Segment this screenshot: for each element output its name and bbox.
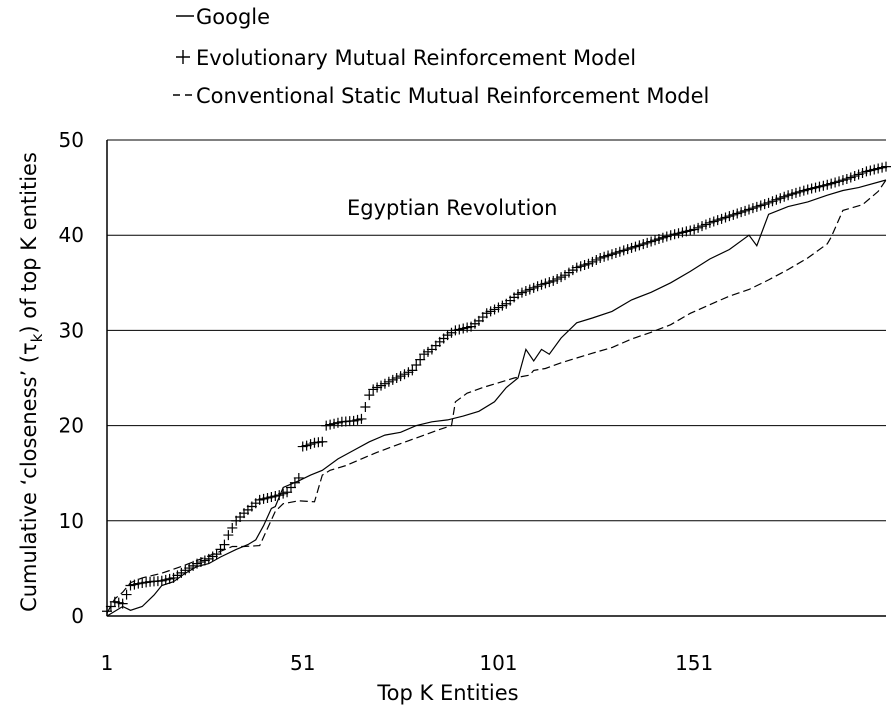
series-marker — [356, 413, 367, 424]
x-tick-label-1: 1 — [101, 651, 114, 675]
chart-annotation: Egyptian Revolution — [347, 196, 558, 220]
legend-swatch — [176, 50, 190, 64]
series-marker — [223, 530, 234, 541]
x-tick-label-101: 101 — [479, 651, 517, 675]
legend-label: Conventional Static Mutual Reinforcement… — [196, 84, 709, 108]
series-layer — [102, 161, 891, 617]
y-axis-title-part-2: ) of top K entities — [17, 152, 41, 334]
series-marker — [881, 161, 891, 172]
y-tick-label-50: 50 — [59, 128, 84, 152]
series-marker — [317, 436, 328, 447]
y-tick-label-30: 30 — [59, 318, 84, 342]
y-tick-label-40: 40 — [59, 223, 84, 247]
series-marker — [415, 354, 426, 365]
plot-area: Egyptian Revolution — [102, 139, 891, 617]
series-marker — [360, 402, 371, 413]
series-3 — [106, 179, 887, 614]
y-axis-title: Cumulative ‘closeness’ (τk) of top K ent… — [17, 152, 46, 612]
legend-label: Google — [196, 5, 270, 29]
series-1 — [106, 179, 887, 617]
series-marker — [219, 539, 230, 550]
legend-item-3: Conventional Static Mutual Reinforcement… — [173, 84, 709, 108]
series-marker — [364, 390, 375, 401]
legend: Google Evolutionary Mutual Reinforcement … — [173, 5, 709, 108]
series-marker — [227, 522, 238, 533]
series-line — [106, 179, 887, 614]
x-tick-label-151: 151 — [675, 651, 713, 675]
x-tick-labels: 1 51 101 151 — [101, 651, 714, 675]
y-axis-title-subscript: k — [28, 333, 46, 342]
y-axis-title-part-1: Cumulative ‘closeness’ (τ — [17, 342, 41, 612]
gridlines — [107, 139, 886, 522]
series-line — [106, 179, 887, 617]
legend-item-1: Google — [176, 5, 270, 29]
legend-label: Evolutionary Mutual Reinforcement Model — [196, 46, 636, 70]
x-axis-title: Top K Entities — [376, 681, 518, 705]
series-marker — [411, 359, 422, 370]
series-marker — [121, 589, 132, 600]
series-2 — [102, 161, 891, 617]
y-tick-labels: 0 10 20 30 40 50 — [59, 128, 84, 628]
x-tick-label-51: 51 — [290, 651, 315, 675]
y-tick-label-10: 10 — [59, 509, 84, 533]
series-marker — [407, 365, 418, 376]
series-marker — [293, 472, 304, 483]
series-marker — [117, 598, 128, 609]
y-tick-label-0: 0 — [71, 604, 84, 628]
y-tick-label-20: 20 — [59, 414, 84, 438]
legend-item-2: Evolutionary Mutual Reinforcement Model — [176, 46, 636, 70]
